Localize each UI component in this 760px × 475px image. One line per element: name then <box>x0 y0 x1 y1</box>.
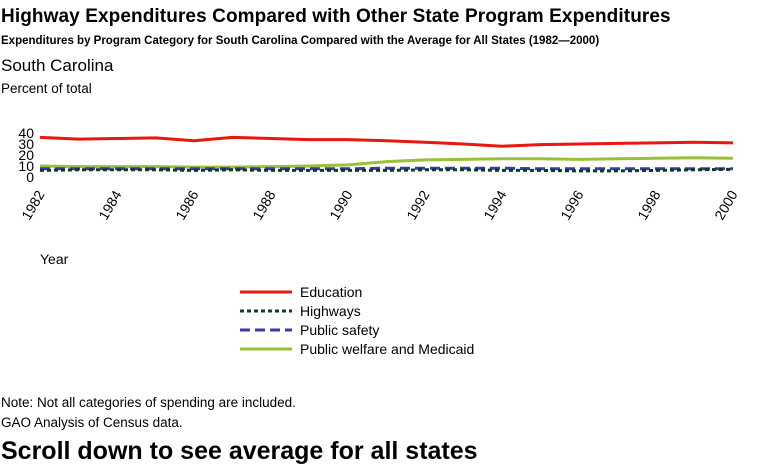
x-tick-label: 1988 <box>249 187 279 222</box>
y-tick-label: 10 <box>18 158 34 174</box>
series-line-public-welfare-and-medicaid <box>39 156 734 169</box>
series-lines <box>39 135 734 173</box>
legend-label: Highways <box>300 303 361 319</box>
chart-legend: Education Highways Public safety Public wel… <box>240 284 474 357</box>
x-tick-label: 1998 <box>634 187 664 222</box>
legend-label: Public safety <box>300 322 379 338</box>
x-tick-label: 2000 <box>711 187 741 222</box>
legend-label: Public welfare and Medicaid <box>300 341 474 357</box>
series-line-education <box>39 135 734 148</box>
y-tick-label: 0 <box>26 169 34 185</box>
y-tick-label: 30 <box>18 136 34 152</box>
note-text: Note: Not all categories of spending are… <box>1 395 296 410</box>
x-tick-label: 1982 <box>18 187 48 222</box>
x-tick-label: 1996 <box>557 187 587 222</box>
y-tick-label: 20 <box>18 147 34 163</box>
legend-label: Education <box>300 284 362 300</box>
y-tick-label: 40 <box>18 125 34 141</box>
x-tick-label: 1986 <box>172 187 202 222</box>
x-tick-label: 1990 <box>326 187 356 222</box>
y-axis-unit-label: Percent of total <box>1 81 92 96</box>
x-tick-label: 1992 <box>403 187 433 222</box>
x-tick-label: 1984 <box>95 187 125 222</box>
region-label: South Carolina <box>1 56 114 75</box>
source-text: GAO Analysis of Census data. <box>1 415 183 430</box>
scroll-hint: Scroll down to see average for all state… <box>1 437 478 465</box>
series-line-highways <box>39 167 734 173</box>
x-tick-label: 1994 <box>480 187 510 222</box>
chart-subtitle: Expenditures by Program Category for Sou… <box>1 35 600 47</box>
series-line-public-safety <box>40 166 733 171</box>
chart-title: Highway Expenditures Compared with Other… <box>1 6 671 27</box>
x-axis-label: Year <box>40 251 69 267</box>
x-axis-ticks: 1982 1984 1986 1988 1990 1992 1994 1996 1998 2000 <box>18 187 741 222</box>
